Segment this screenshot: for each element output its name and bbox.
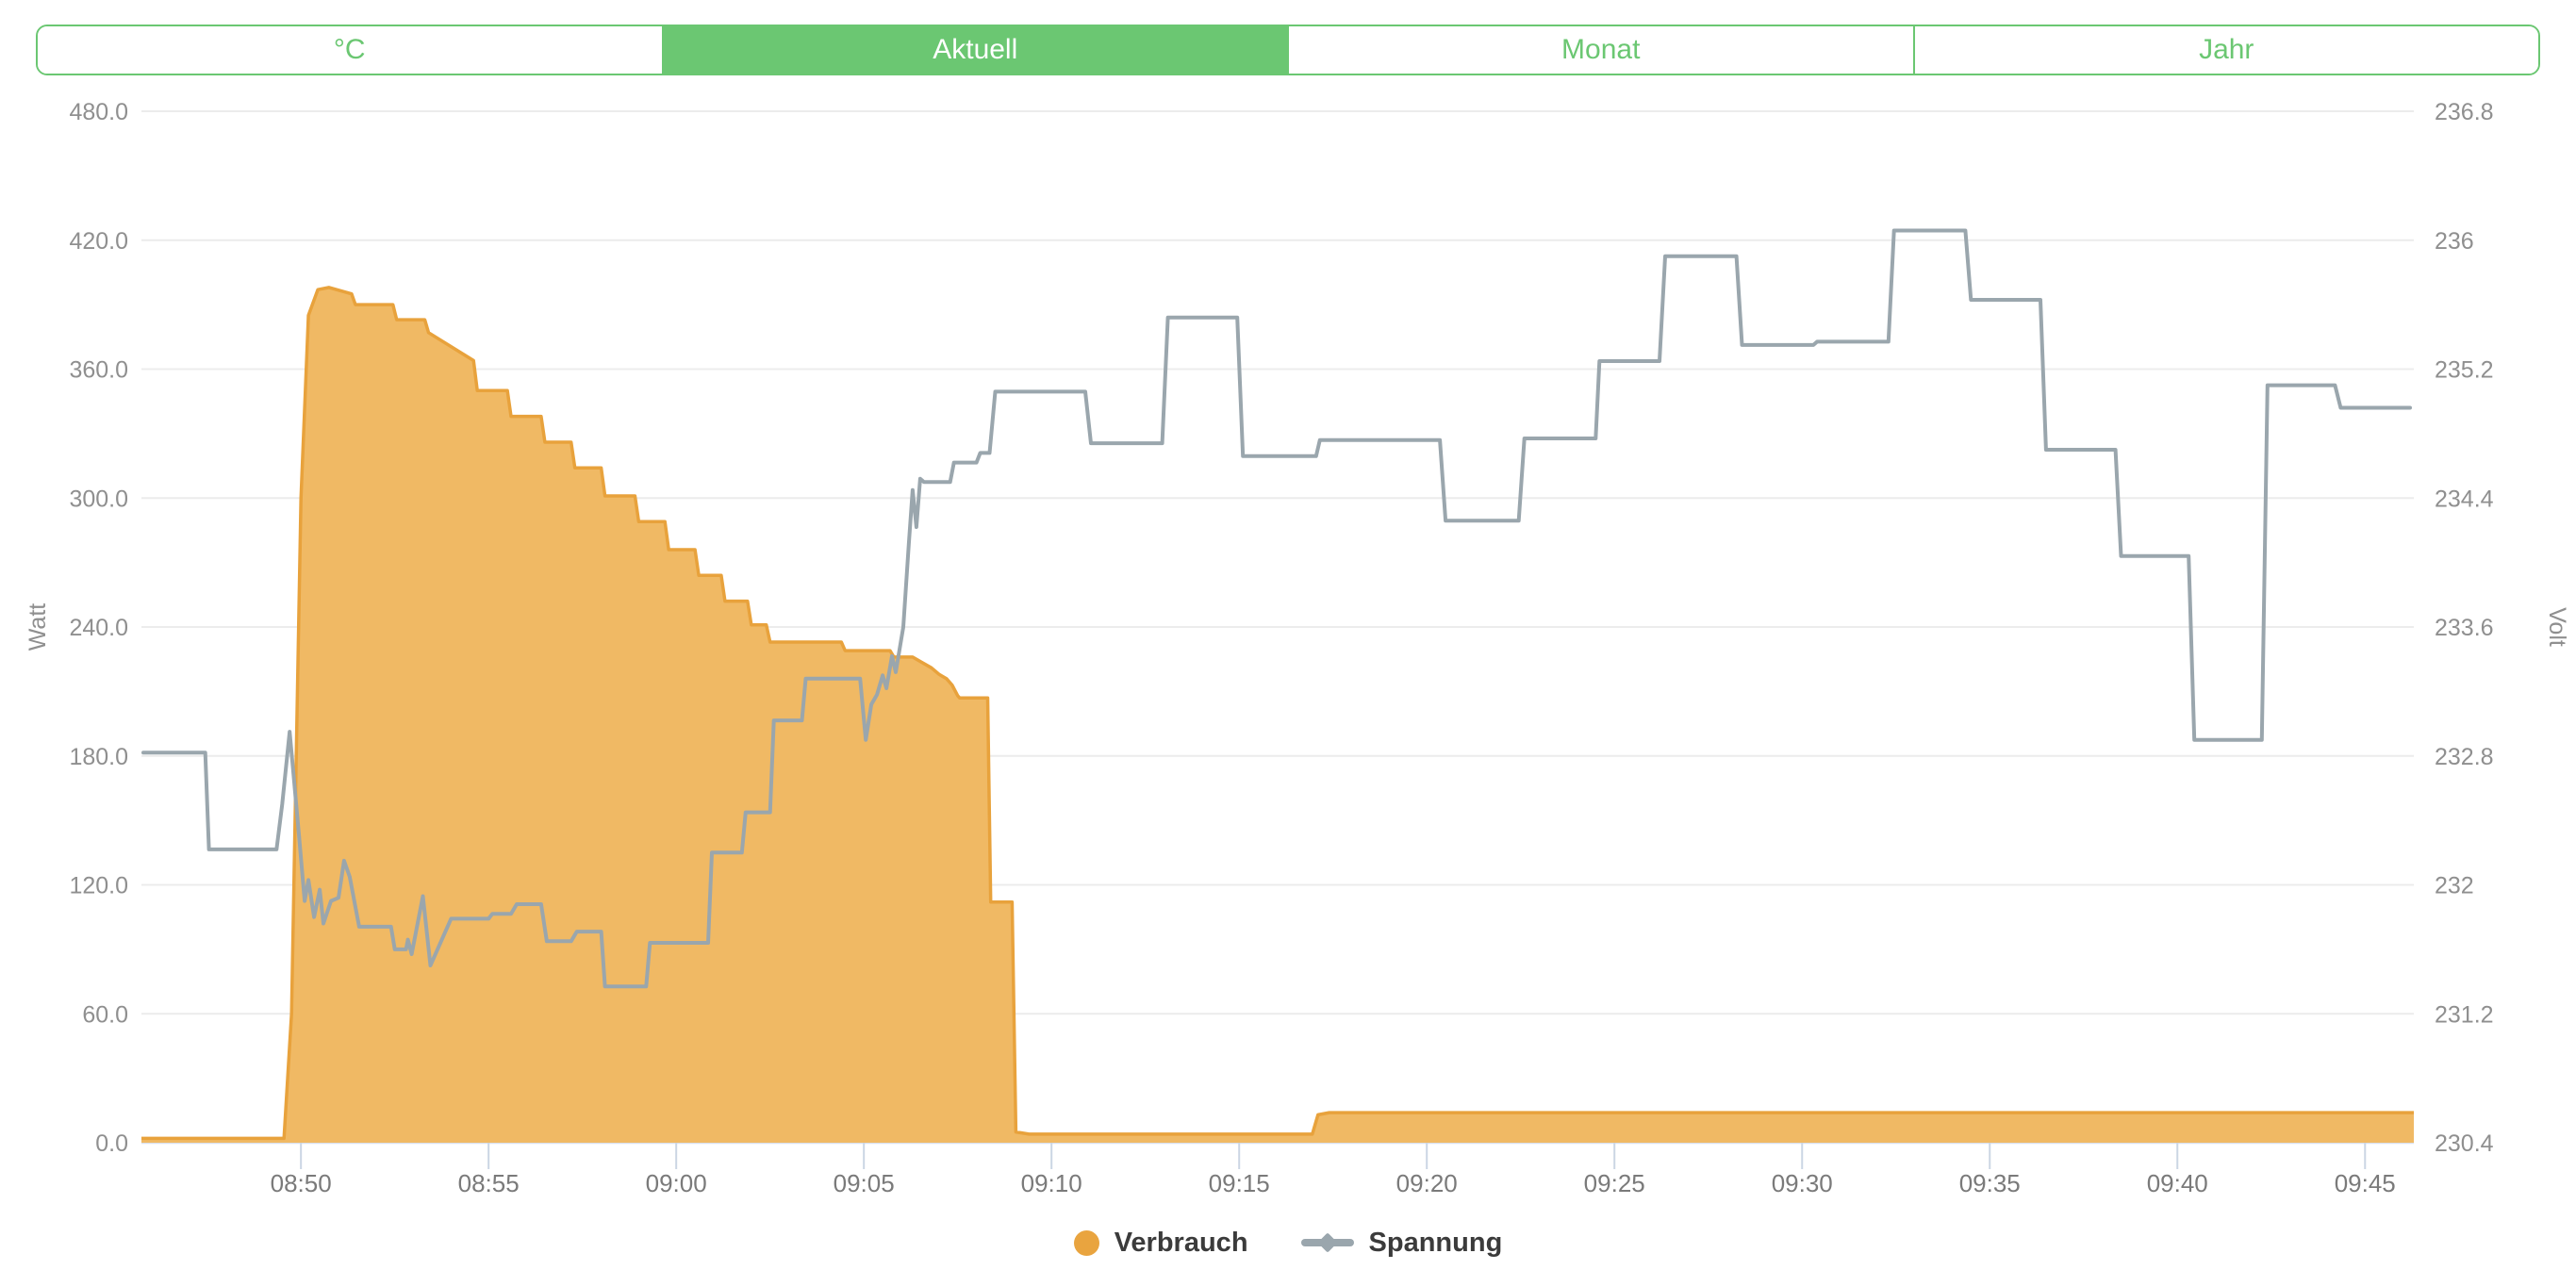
volt-tick-label: 232 bbox=[2435, 873, 2474, 899]
x-tick-label: 09:10 bbox=[1021, 1169, 1082, 1197]
volt-tick-label: 234.4 bbox=[2435, 486, 2494, 512]
watt-tick-label: 420.0 bbox=[69, 228, 128, 255]
volt-axis: 230.4 231.2 232 232.8 233.6 234.4 235.2 236 236.… bbox=[2435, 99, 2494, 1157]
volt-tick-label: 230.4 bbox=[2435, 1130, 2494, 1157]
x-tick-label: 09:20 bbox=[1396, 1169, 1458, 1197]
legend-item-verbrauch: Verbrauch bbox=[1073, 1227, 1248, 1259]
watt-tick-label: 360.0 bbox=[69, 357, 128, 384]
x-tick-label: 09:00 bbox=[646, 1169, 707, 1197]
volt-axis-title: Volt bbox=[2544, 607, 2570, 647]
x-tick-label: 09:25 bbox=[1584, 1169, 1645, 1197]
x-tick-label: 09:15 bbox=[1209, 1169, 1270, 1197]
x-tick-label: 09:30 bbox=[1772, 1169, 1833, 1197]
x-tick-label: 09:05 bbox=[834, 1169, 895, 1197]
volt-tick-label: 233.6 bbox=[2435, 615, 2494, 641]
legend-label-verbrauch: Verbrauch bbox=[1114, 1227, 1248, 1258]
spannung-line-icon bbox=[1300, 1232, 1354, 1253]
watt-tick-label: 60.0 bbox=[82, 1001, 128, 1028]
volt-tick-label: 231.2 bbox=[2435, 1001, 2494, 1028]
x-tick-label: 09:40 bbox=[2147, 1169, 2208, 1197]
volt-tick-label: 232.8 bbox=[2435, 744, 2494, 770]
watt-axis-title: Watt bbox=[25, 603, 51, 651]
x-tick-label: 08:50 bbox=[271, 1169, 332, 1197]
volt-tick-label: 236 bbox=[2435, 228, 2474, 255]
watt-tick-label: 300.0 bbox=[69, 486, 128, 512]
plot-area[interactable] bbox=[141, 111, 2414, 1143]
voltage-line bbox=[141, 228, 2412, 989]
legend-label-spannung: Spannung bbox=[1368, 1227, 1503, 1258]
volt-tick-label: 235.2 bbox=[2435, 357, 2494, 384]
watt-tick-label: 0.0 bbox=[95, 1130, 128, 1157]
x-tick-label: 08:55 bbox=[458, 1169, 520, 1197]
verbrauch-dot-icon bbox=[1073, 1229, 1099, 1256]
legend-item-spannung: Spannung bbox=[1300, 1227, 1503, 1259]
volt-tick-label: 236.8 bbox=[2435, 99, 2494, 125]
time-range-segmented-control: °C Aktuell Monat Jahr bbox=[36, 25, 2540, 75]
watt-tick-label: 180.0 bbox=[69, 744, 128, 770]
x-axis: 08:50 08:55 09:00 09:05 09:10 09:15 09:20 09:25… bbox=[271, 1143, 2396, 1197]
watt-axis: 0.0 60.0 120.0 180.0 240.0 300.0 360.0 420.0 480… bbox=[69, 99, 128, 1157]
tab-jahr[interactable]: Jahr bbox=[1914, 26, 2538, 74]
x-tick-label: 09:45 bbox=[2335, 1169, 2396, 1197]
consumption-line bbox=[141, 286, 2414, 1141]
chart-legend: Verbrauch Spannung bbox=[0, 1218, 2576, 1267]
tab-aktuell[interactable]: Aktuell bbox=[663, 26, 1289, 74]
watt-tick-label: 480.0 bbox=[69, 99, 128, 125]
watt-tick-label: 240.0 bbox=[69, 615, 128, 641]
tab-monat[interactable]: Monat bbox=[1289, 26, 1915, 74]
x-tick-label: 09:35 bbox=[1959, 1169, 2021, 1197]
watt-tick-label: 120.0 bbox=[69, 873, 128, 899]
tab-celsius[interactable]: °C bbox=[38, 26, 664, 74]
